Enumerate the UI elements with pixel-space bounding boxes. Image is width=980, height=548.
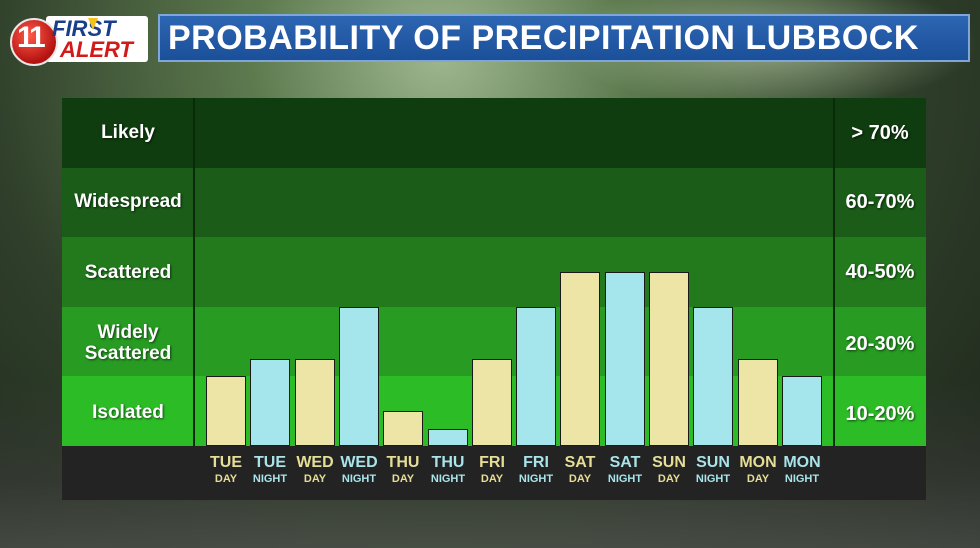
- category-label-widely-scattered: Widely Scattered: [84, 322, 172, 364]
- x-label-sun-night: SUN NIGHT: [691, 454, 735, 486]
- right-divider: [833, 98, 835, 446]
- x-label-sat-night: SAT NIGHT: [603, 454, 647, 486]
- x-label-day: MON: [739, 454, 777, 471]
- precipitation-chart: Likely Widespread Scattered Widely Scatt…: [62, 98, 926, 500]
- bar-mon-night: [782, 376, 822, 446]
- bar-thu-day: [383, 411, 423, 446]
- x-label-day: SAT: [609, 454, 641, 471]
- category-label-widespread: Widespread: [74, 191, 182, 212]
- x-label-day: FRI: [523, 454, 549, 471]
- x-axis-bar: [62, 446, 926, 500]
- x-label-day: WED: [340, 454, 378, 471]
- range-label-widely-scattered: 20-30%: [845, 333, 915, 355]
- x-label-wed-day: WED DAY: [293, 454, 337, 486]
- x-label-period: DAY: [303, 473, 327, 485]
- band-widespread: [62, 168, 926, 237]
- left-divider: [193, 98, 195, 446]
- x-label-period: NIGHT: [341, 473, 377, 485]
- x-label-day: TUE: [210, 454, 242, 471]
- x-label-period: NIGHT: [430, 473, 466, 485]
- band-scattered: [62, 237, 926, 307]
- x-label-period: NIGHT: [518, 473, 554, 485]
- x-label-period: NIGHT: [252, 473, 288, 485]
- x-label-sat-day: SAT DAY: [558, 454, 602, 486]
- x-label-period: NIGHT: [607, 473, 643, 485]
- bar-fri-night: [516, 307, 556, 446]
- x-label-thu-night: THU NIGHT: [426, 454, 470, 486]
- bar-fri-day: [472, 359, 512, 446]
- category-label-likely: Likely: [101, 122, 155, 143]
- x-label-period: DAY: [568, 473, 592, 485]
- bar-thu-night: [428, 429, 468, 446]
- bar-sat-night: [605, 272, 645, 446]
- bar-sun-day: [649, 272, 689, 446]
- x-label-day: MON: [783, 454, 821, 471]
- page-title: PROBABILITY OF PRECIPITATION LUBBOCK: [168, 19, 919, 57]
- x-label-period: DAY: [657, 473, 681, 485]
- logo-alert-text: ALERT: [60, 37, 133, 62]
- bar-tue-day: [206, 376, 246, 446]
- x-label-wed-night: WED NIGHT: [337, 454, 381, 486]
- range-label-widespread: 60-70%: [845, 191, 915, 213]
- x-label-mon-night: MON NIGHT: [780, 454, 824, 486]
- station-logo: 11 FIRST ALERT: [10, 12, 148, 66]
- x-label-day: FRI: [479, 454, 505, 471]
- logo-number: 11: [17, 21, 46, 54]
- bar-sat-day: [560, 272, 600, 446]
- x-label-tue-night: TUE NIGHT: [248, 454, 292, 486]
- x-label-day: THU: [386, 454, 420, 471]
- category-label-isolated: Isolated: [92, 402, 164, 423]
- x-label-sun-day: SUN DAY: [647, 454, 691, 486]
- logo-first-text: FIRST: [52, 16, 116, 41]
- x-label-day: SUN: [696, 454, 730, 471]
- bar-mon-day: [738, 359, 778, 446]
- band-likely: [62, 98, 926, 168]
- x-label-day: SAT: [564, 454, 596, 471]
- x-label-fri-night: FRI NIGHT: [514, 454, 558, 486]
- x-label-thu-day: THU DAY: [381, 454, 425, 486]
- bar-wed-day: [295, 359, 335, 446]
- bar-sun-night: [693, 307, 733, 446]
- x-label-tue-day: TUE DAY: [204, 454, 248, 486]
- x-label-period: DAY: [214, 473, 238, 485]
- range-label-scattered: 40-50%: [845, 261, 915, 283]
- x-label-period: DAY: [480, 473, 504, 485]
- x-label-period: NIGHT: [695, 473, 731, 485]
- x-label-mon-day: MON DAY: [736, 454, 780, 486]
- logo-circle: [10, 18, 58, 66]
- x-label-period: NIGHT: [784, 473, 820, 485]
- category-label-scattered: Scattered: [84, 262, 172, 283]
- x-label-day: THU: [431, 454, 465, 471]
- x-label-day: TUE: [254, 454, 286, 471]
- x-label-period: DAY: [746, 473, 770, 485]
- x-label-period: DAY: [391, 473, 415, 485]
- title-bar: PROBABILITY OF PRECIPITATION LUBBOCK: [158, 14, 970, 62]
- x-label-fri-day: FRI DAY: [470, 454, 514, 486]
- lightning-bolt-icon: [88, 18, 98, 30]
- bar-tue-night: [250, 359, 290, 446]
- x-label-day: SUN: [652, 454, 686, 471]
- range-label-likely: > 70%: [851, 122, 909, 144]
- x-label-day: WED: [296, 454, 334, 471]
- bar-wed-night: [339, 307, 379, 446]
- range-label-isolated: 10-20%: [845, 403, 915, 425]
